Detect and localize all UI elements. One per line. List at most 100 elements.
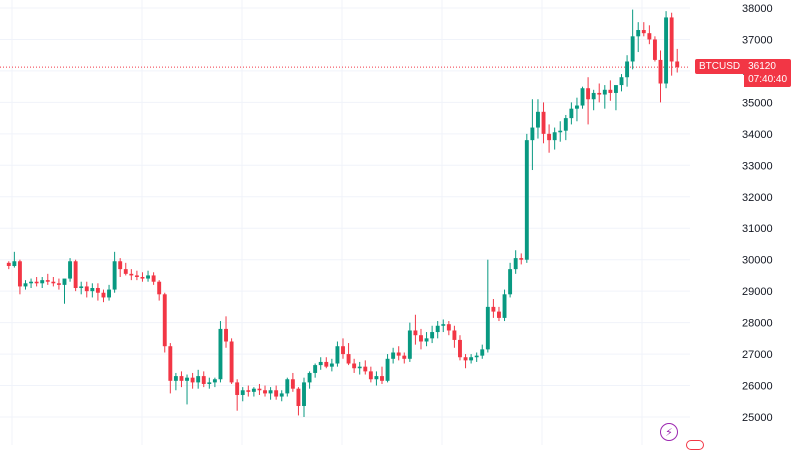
candle-body — [569, 108, 574, 119]
y-tick-label: 33000 — [742, 160, 773, 172]
y-tick-label: 27000 — [742, 349, 773, 361]
candle-body — [329, 363, 334, 367]
candle-body — [140, 276, 145, 279]
y-tick-label: 26000 — [742, 381, 773, 393]
candle-body — [185, 377, 189, 381]
candle — [619, 74, 624, 92]
candle — [519, 253, 524, 265]
candle-body — [101, 292, 106, 298]
candle — [101, 289, 106, 303]
candle-body — [190, 377, 195, 383]
candle — [558, 121, 563, 142]
candle-body — [613, 85, 618, 93]
candle — [669, 12, 674, 76]
candle — [140, 272, 145, 282]
lightning-icon[interactable]: ⚡ — [660, 423, 678, 441]
candle-body — [157, 281, 162, 295]
y-tick-label: 29000 — [742, 286, 773, 298]
candle — [630, 9, 635, 70]
candle — [313, 363, 318, 378]
candle-body — [396, 352, 401, 356]
candle — [23, 280, 28, 290]
candle-body — [491, 306, 496, 312]
y-tick-label: 32000 — [742, 192, 773, 204]
candle — [508, 262, 513, 298]
candle-body — [12, 261, 17, 266]
y-tick-label: 30000 — [742, 255, 773, 267]
candle — [552, 127, 557, 150]
candle — [162, 292, 167, 353]
candle-body — [524, 140, 529, 260]
candle-body — [107, 289, 111, 298]
candle-body — [424, 338, 429, 342]
flag-icon[interactable] — [686, 440, 704, 450]
candle — [385, 354, 390, 383]
candle — [402, 352, 407, 364]
candle-body — [519, 258, 524, 260]
candle-body — [207, 382, 212, 384]
candle-body — [458, 339, 462, 358]
candle — [608, 80, 613, 101]
candle-body — [513, 258, 518, 270]
candle — [569, 102, 574, 125]
candle — [73, 259, 78, 292]
candle-body — [580, 88, 585, 106]
candle-body — [402, 355, 407, 359]
candle — [491, 299, 496, 318]
candle-body — [129, 273, 134, 276]
candle — [257, 383, 262, 395]
candle-body — [173, 376, 178, 381]
candle — [17, 259, 22, 295]
candle-body — [51, 281, 56, 284]
y-axis: 25000 26000 27000 28000 29000 30000 31000 32000… — [742, 3, 773, 424]
candle-body — [530, 127, 535, 141]
candle-body — [435, 325, 440, 333]
candle — [524, 133, 529, 263]
candle — [157, 280, 162, 301]
candle — [296, 387, 301, 416]
candle-body — [647, 33, 652, 40]
candle-body — [296, 388, 301, 406]
candle-body — [34, 281, 39, 284]
candle-body — [290, 379, 295, 389]
candle-body — [335, 346, 340, 364]
candle — [435, 321, 440, 339]
candle — [547, 124, 552, 153]
candle — [129, 269, 134, 281]
candle — [235, 379, 240, 411]
candle-body — [552, 132, 557, 141]
candle-body — [146, 275, 150, 279]
candle-body — [608, 89, 613, 93]
candle — [134, 270, 139, 281]
countdown-timer: 07:40:40 — [748, 74, 788, 85]
candle — [474, 352, 479, 362]
candle-body — [652, 39, 657, 60]
candle-body — [224, 328, 228, 342]
candle — [56, 278, 61, 290]
candle — [240, 387, 245, 402]
candle — [480, 344, 485, 359]
candle-body — [118, 261, 123, 270]
candle-body — [497, 311, 501, 318]
candle — [341, 338, 345, 359]
candle-body — [630, 36, 635, 62]
candle-body — [380, 376, 384, 381]
candle — [179, 371, 184, 388]
candle-body — [658, 59, 663, 84]
candle-body — [29, 281, 34, 284]
y-tick-label: 35000 — [742, 97, 773, 109]
y-tick-label: 31000 — [742, 223, 773, 235]
candle — [224, 316, 228, 348]
candle — [324, 357, 329, 369]
candle — [123, 262, 128, 276]
candle-body — [263, 390, 267, 394]
candle — [40, 276, 45, 289]
candle-body — [84, 286, 89, 292]
candle-body — [268, 390, 273, 394]
candle — [68, 258, 73, 282]
candle-body — [363, 366, 368, 372]
candle-body — [508, 269, 513, 295]
candle-body — [246, 390, 251, 392]
candle-body — [79, 286, 84, 289]
